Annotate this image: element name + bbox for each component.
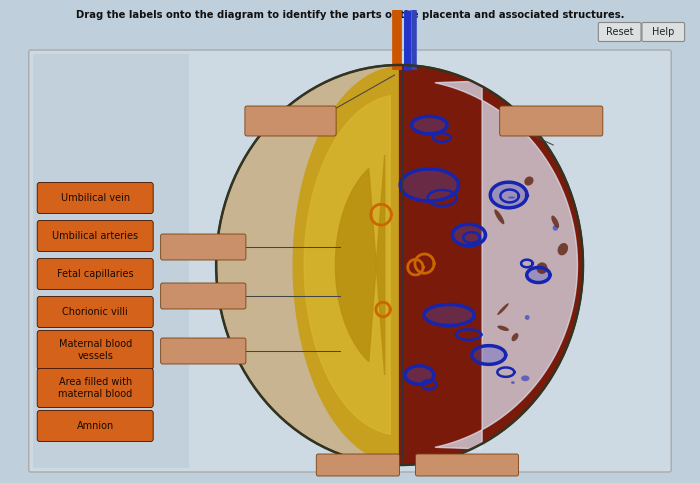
Ellipse shape (524, 194, 529, 198)
FancyBboxPatch shape (598, 23, 641, 42)
Ellipse shape (524, 176, 533, 185)
Polygon shape (412, 116, 447, 134)
Text: Chorionic villi: Chorionic villi (62, 307, 128, 317)
Ellipse shape (512, 333, 519, 341)
Polygon shape (304, 95, 390, 435)
FancyBboxPatch shape (160, 338, 246, 364)
Ellipse shape (536, 262, 547, 274)
Text: Umbilical vein: Umbilical vein (61, 193, 130, 203)
FancyBboxPatch shape (500, 106, 603, 136)
Ellipse shape (552, 215, 559, 228)
Ellipse shape (216, 65, 583, 465)
Text: Reset: Reset (606, 27, 634, 37)
Text: Fetal capillaries: Fetal capillaries (57, 269, 134, 279)
FancyBboxPatch shape (642, 23, 685, 42)
Text: Drag the labels onto the diagram to identify the parts of the placenta and assoc: Drag the labels onto the diagram to iden… (76, 10, 624, 20)
FancyBboxPatch shape (37, 221, 153, 252)
Polygon shape (424, 304, 475, 326)
FancyBboxPatch shape (415, 454, 519, 476)
Polygon shape (335, 155, 385, 375)
Text: Area filled with
maternal blood: Area filled with maternal blood (58, 377, 132, 399)
Polygon shape (400, 169, 458, 201)
Polygon shape (472, 346, 505, 364)
Ellipse shape (498, 326, 509, 331)
Ellipse shape (552, 225, 558, 231)
FancyBboxPatch shape (33, 54, 190, 468)
FancyBboxPatch shape (37, 369, 153, 408)
Text: Amnion: Amnion (76, 421, 114, 431)
FancyBboxPatch shape (37, 183, 153, 213)
FancyBboxPatch shape (245, 106, 336, 136)
Polygon shape (490, 182, 527, 208)
Polygon shape (405, 366, 434, 384)
Text: Umbilical arteries: Umbilical arteries (52, 231, 139, 241)
FancyBboxPatch shape (37, 411, 153, 441)
Ellipse shape (558, 243, 568, 256)
FancyBboxPatch shape (37, 330, 153, 369)
FancyBboxPatch shape (160, 234, 246, 260)
Text: Maternal blood
vessels: Maternal blood vessels (59, 339, 132, 361)
Ellipse shape (511, 381, 514, 384)
FancyBboxPatch shape (316, 454, 400, 476)
FancyBboxPatch shape (160, 283, 246, 309)
Polygon shape (400, 65, 583, 465)
Ellipse shape (525, 315, 530, 320)
Polygon shape (452, 224, 486, 246)
Polygon shape (527, 268, 550, 283)
FancyBboxPatch shape (37, 258, 153, 289)
Ellipse shape (508, 197, 515, 199)
FancyBboxPatch shape (29, 50, 671, 472)
Ellipse shape (521, 375, 529, 381)
Polygon shape (293, 67, 400, 463)
Polygon shape (435, 81, 578, 449)
Ellipse shape (494, 210, 505, 224)
FancyBboxPatch shape (37, 297, 153, 327)
Text: Help: Help (652, 27, 675, 37)
Ellipse shape (497, 303, 509, 315)
